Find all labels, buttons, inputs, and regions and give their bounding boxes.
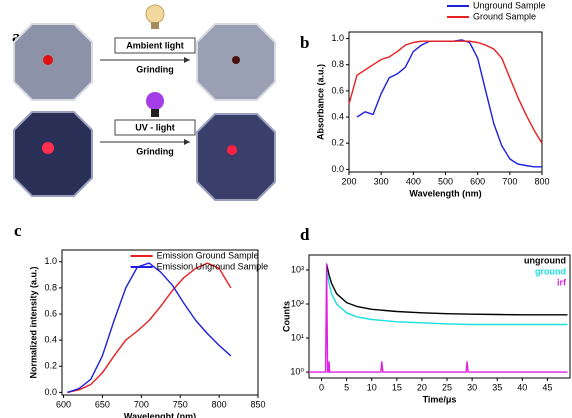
y-tick-label: 10¹	[291, 332, 304, 342]
process: Grinding	[136, 146, 174, 156]
process: Grinding	[136, 64, 174, 74]
condition: Ambient light	[126, 40, 184, 50]
legend-label: Ground Sample	[473, 11, 536, 21]
x-tick-label: 500	[438, 176, 453, 186]
bulb-base	[151, 109, 159, 117]
y-tick-label: 0.2	[331, 138, 344, 148]
arrow-head	[184, 139, 190, 145]
panel-label: b	[300, 33, 309, 52]
x-tick-label: 40	[517, 382, 527, 392]
legend-label: ground	[535, 266, 566, 276]
condition: UV - light	[135, 122, 175, 132]
legend-label: unground	[524, 255, 566, 265]
x-tick-label: 5	[344, 382, 349, 392]
bulb	[146, 5, 164, 23]
y-tick-label: 10⁰	[290, 366, 304, 376]
crystal	[232, 56, 240, 64]
x-tick-label: 30	[467, 382, 477, 392]
plot-frame	[309, 255, 570, 378]
photo	[14, 24, 92, 100]
y-tick-label: 10³	[291, 264, 304, 274]
series-line	[327, 264, 568, 315]
x-tick-label: 800	[212, 399, 227, 409]
x-tick-label: 650	[95, 399, 110, 409]
x-tick-label: 35	[492, 382, 502, 392]
y-tick-label: 1.0	[44, 256, 57, 266]
x-tick-label: 20	[417, 382, 427, 392]
y-tick-label: 0.6	[331, 85, 344, 95]
bulb-base	[151, 22, 159, 29]
y-axis-label: Counts	[281, 301, 291, 332]
series-line	[349, 41, 542, 143]
y-tick-label: 0.0	[331, 164, 344, 174]
x-tick-label: 0	[319, 382, 324, 392]
crystal	[43, 55, 53, 65]
figure: a Ambient light Grinding UV - light Grin…	[0, 0, 572, 418]
photo	[197, 114, 275, 200]
bulb	[146, 92, 164, 110]
x-axis-label: Wavelength (nm)	[409, 188, 481, 198]
arrow-head	[184, 57, 190, 63]
legend-label: Unground Sample	[473, 0, 546, 10]
crystal	[42, 142, 54, 154]
panel-label: c	[14, 221, 22, 240]
y-tick-label: 0.2	[44, 361, 57, 371]
x-axis-label: Wavelenght (nm)	[124, 411, 196, 418]
x-tick-label: 300	[374, 176, 389, 186]
y-axis-label: Normalized intensity (a.u.)	[28, 266, 38, 378]
y-tick-label: 1.0	[331, 33, 344, 43]
y-tick-label: 0.4	[331, 111, 344, 121]
series-line	[309, 264, 568, 372]
series-line	[327, 270, 568, 325]
legend-label: Emission Unground Sample	[157, 261, 269, 271]
legend-label: Emission Ground Sample	[157, 250, 259, 260]
x-axis-label: Time/μs	[423, 394, 457, 404]
y-tick-label: 0.8	[44, 282, 57, 292]
y-tick-label: 0.4	[44, 335, 57, 345]
x-tick-label: 800	[534, 176, 549, 186]
series-line	[67, 263, 230, 392]
y-tick-label: 0.6	[44, 308, 57, 318]
y-axis-label: Absorbance (a.u.)	[315, 64, 325, 140]
x-tick-label: 600	[470, 176, 485, 186]
scheme	[14, 5, 275, 200]
x-tick-label: 400	[406, 176, 421, 186]
x-tick-label: 10	[367, 382, 377, 392]
crystal	[227, 145, 237, 155]
y-tick-label: 0.0	[44, 387, 57, 397]
x-tick-label: 200	[341, 176, 356, 186]
series-line	[67, 263, 230, 392]
x-tick-label: 45	[542, 382, 552, 392]
x-tick-label: 750	[173, 399, 188, 409]
x-tick-label: 850	[250, 399, 265, 409]
x-tick-label: 25	[442, 382, 452, 392]
x-tick-label: 15	[392, 382, 402, 392]
x-tick-label: 700	[502, 176, 517, 186]
y-tick-label: 0.8	[331, 59, 344, 69]
panel-label: d	[300, 225, 310, 244]
photo	[14, 112, 92, 196]
x-tick-label: 700	[134, 399, 149, 409]
y-tick-label: 10²	[291, 298, 304, 308]
x-tick-label: 600	[56, 399, 71, 409]
legend-label: irf	[557, 277, 567, 287]
